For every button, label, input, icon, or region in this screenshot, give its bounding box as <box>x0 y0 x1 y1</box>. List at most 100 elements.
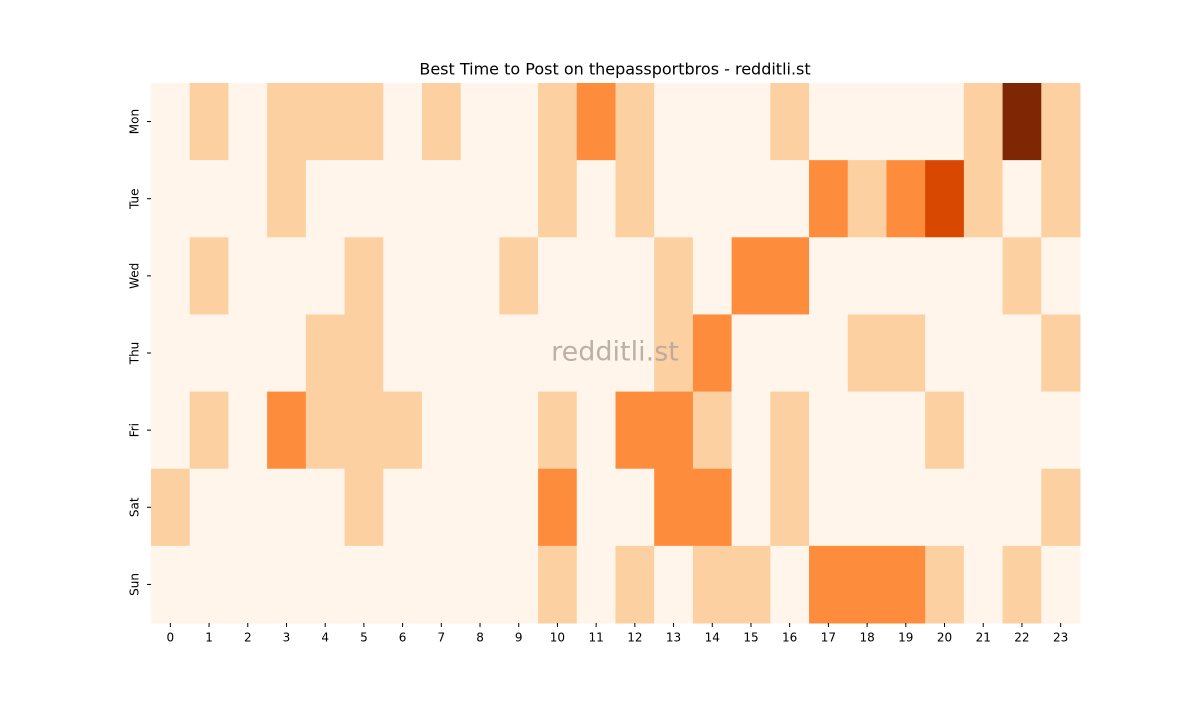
cell <box>731 160 771 238</box>
cell <box>963 237 1004 315</box>
cell <box>499 391 539 470</box>
x-tick-label: 8 <box>476 631 484 645</box>
cell <box>1002 237 1042 315</box>
cell <box>770 83 810 161</box>
cell <box>189 391 229 470</box>
cell <box>305 391 346 470</box>
cell <box>925 391 965 470</box>
cell <box>576 314 616 393</box>
cell <box>1002 160 1042 238</box>
x-tick-label: 19 <box>898 631 913 645</box>
x-tick-label: 4 <box>321 631 329 645</box>
cell <box>344 160 384 238</box>
cell <box>692 237 733 315</box>
x-tick-label: 14 <box>705 631 720 645</box>
cell <box>576 391 616 470</box>
cell <box>499 468 539 547</box>
cell <box>1041 314 1081 393</box>
x-tick-label: 23 <box>1053 631 1068 645</box>
cell <box>809 160 849 238</box>
cell <box>847 314 887 393</box>
cell <box>925 468 965 547</box>
cell <box>770 391 810 470</box>
cell <box>460 314 500 393</box>
cell <box>1002 83 1042 161</box>
cell <box>731 468 771 547</box>
cell <box>344 545 384 624</box>
cell <box>383 468 423 547</box>
heatmap <box>151 83 1081 624</box>
x-tick-label: 3 <box>283 631 291 645</box>
cell <box>538 545 578 624</box>
y-tick-label: Wed <box>128 263 142 289</box>
cell <box>151 545 191 624</box>
cell <box>886 160 926 238</box>
cell <box>460 83 500 161</box>
cell <box>383 83 423 161</box>
cell <box>538 314 578 393</box>
cell <box>615 160 655 238</box>
x-tick-label: 10 <box>550 631 565 645</box>
cell <box>344 314 384 393</box>
cell <box>963 468 1004 547</box>
cell <box>576 468 616 547</box>
cell <box>654 83 694 161</box>
cell <box>305 545 346 624</box>
cell <box>344 391 384 470</box>
axes: 0 1 2 3 4 5 6 7 8 9 10 11 12 13 14 15 16 17 18 19 20 21 22 23Mo… <box>128 109 1069 645</box>
cell <box>228 314 268 393</box>
cell <box>1002 314 1042 393</box>
cell <box>963 160 1004 238</box>
cell <box>1041 237 1081 315</box>
cell <box>267 391 307 470</box>
cell <box>151 468 191 547</box>
cell <box>1041 468 1081 547</box>
cell <box>383 391 423 470</box>
cell <box>267 545 307 624</box>
x-tick-label: 6 <box>399 631 407 645</box>
y-tick-label: Mon <box>128 109 142 134</box>
cell <box>383 545 423 624</box>
cell <box>305 314 346 393</box>
cell <box>499 83 539 161</box>
cell <box>228 391 268 470</box>
cell <box>886 545 926 624</box>
x-tick-label: 5 <box>360 631 368 645</box>
cell <box>228 160 268 238</box>
chart-title: Best Time to Post on thepassportbros - r… <box>419 60 810 79</box>
cell <box>267 237 307 315</box>
watermark: redditli.st <box>551 337 679 368</box>
cell <box>615 83 655 161</box>
cell <box>654 545 694 624</box>
cell <box>576 237 616 315</box>
cell <box>189 83 229 161</box>
cell <box>692 391 733 470</box>
cell <box>189 160 229 238</box>
cell <box>267 160 307 238</box>
cell <box>228 83 268 161</box>
cell <box>576 83 616 161</box>
cell <box>421 160 462 238</box>
cell <box>460 160 500 238</box>
cell <box>383 237 423 315</box>
cell <box>151 314 191 393</box>
cell <box>770 545 810 624</box>
cell <box>576 545 616 624</box>
cell <box>499 237 539 315</box>
cell <box>1002 391 1042 470</box>
cell <box>692 314 733 393</box>
cell <box>615 468 655 547</box>
cell <box>538 237 578 315</box>
cell <box>847 160 887 238</box>
cell <box>576 160 616 238</box>
cell <box>615 237 655 315</box>
x-tick-label: 15 <box>743 631 758 645</box>
cell <box>925 83 965 161</box>
cell <box>228 545 268 624</box>
cell <box>654 314 694 393</box>
cell <box>963 391 1004 470</box>
cell <box>421 83 462 161</box>
cell <box>421 314 462 393</box>
cell <box>731 545 771 624</box>
